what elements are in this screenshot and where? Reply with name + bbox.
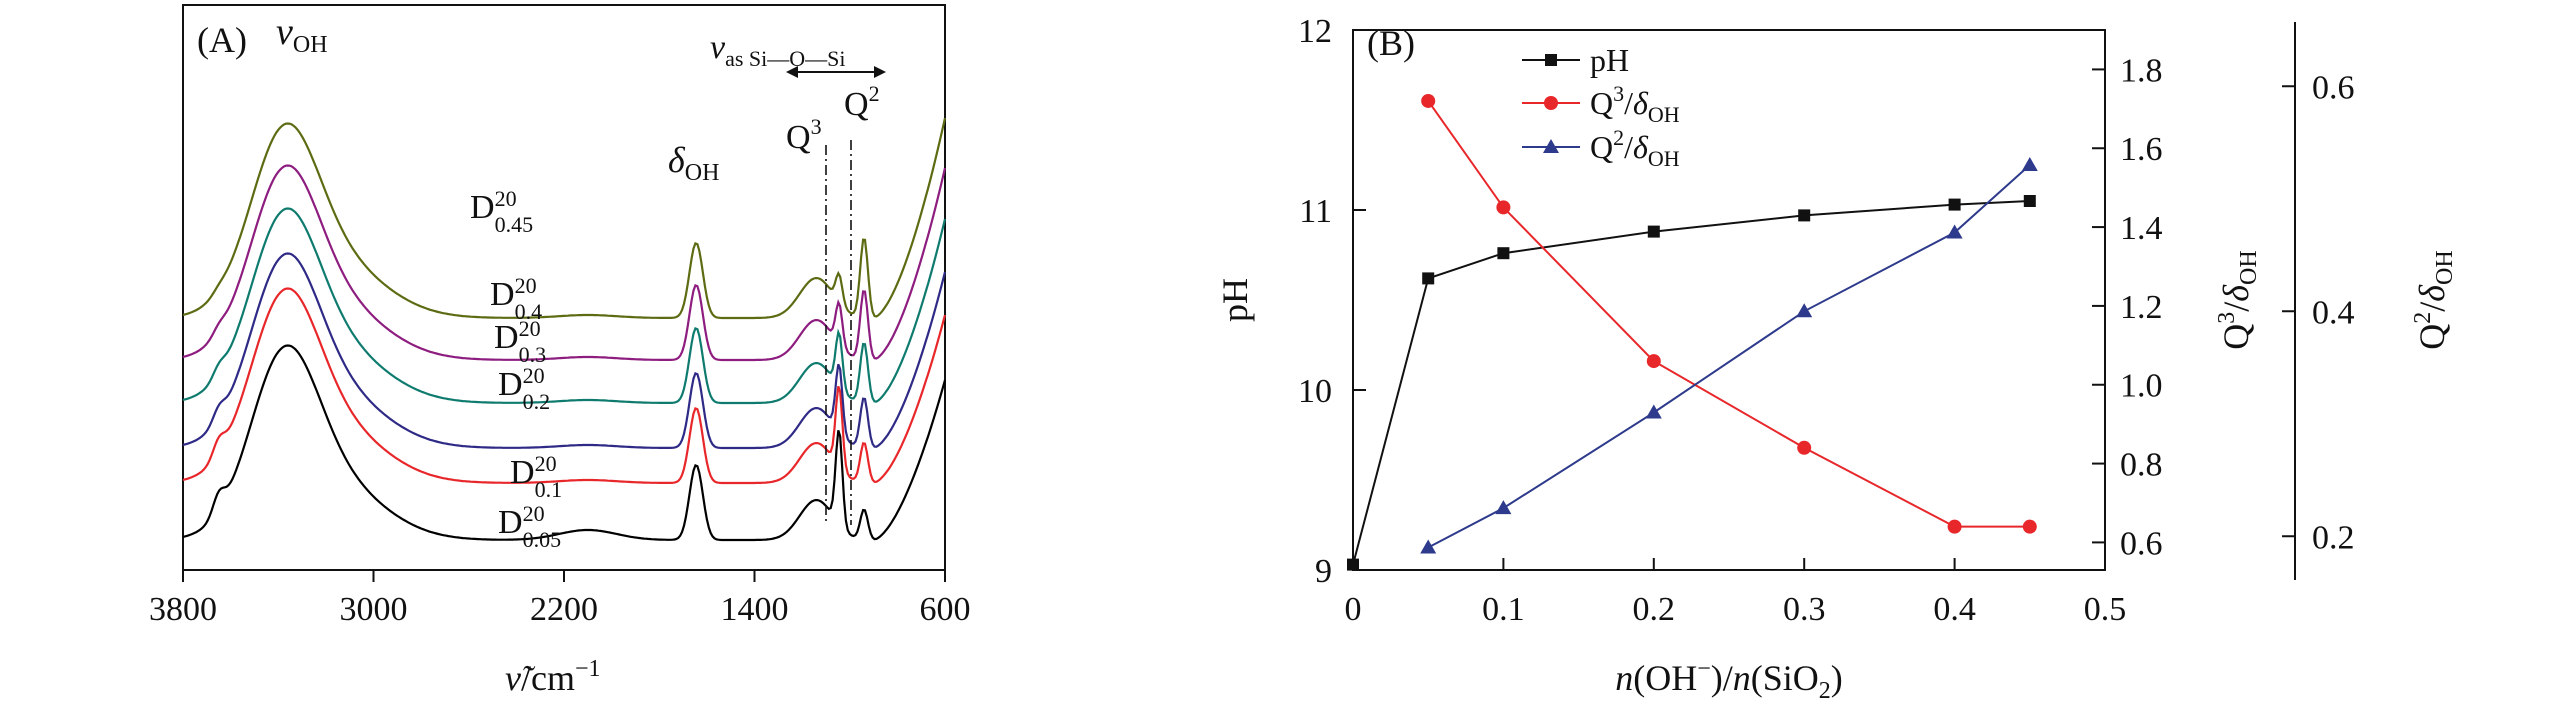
panel-a-label: (A) <box>197 20 247 60</box>
b-marker-triangle <box>2021 157 2038 171</box>
b-marker-triangle <box>1495 500 1512 515</box>
b-right1-tick-label: 1.8 <box>2120 52 2163 89</box>
b-right1-tick-label: 0.8 <box>2120 447 2163 484</box>
panel-b-right-y2-axis: 0.2 0.4 0.6 <box>2282 22 2355 580</box>
b-left-tick-label: 10 <box>1298 373 1332 410</box>
q2-annotation: Q2 <box>844 81 880 123</box>
vas-si-o-si-annotation: vas Si—O—Si <box>710 29 846 71</box>
panel-b-right1-axis-title: Q3/δOH <box>2214 250 2262 349</box>
a-x-tick-label: 1400 <box>721 591 789 628</box>
a-spectrum-line <box>182 117 947 320</box>
b-marker-circle <box>1496 200 1511 215</box>
b-marker-circle <box>1947 519 1962 534</box>
b-marker-triangle <box>1796 303 1813 318</box>
b-marker-circle <box>1797 440 1812 455</box>
b-marker-triangle <box>1645 404 1662 419</box>
b-marker-circle <box>1544 96 1558 110</box>
b-marker-triangle <box>1946 224 1963 239</box>
b-x-tick-label: 0.2 <box>1633 591 1676 628</box>
vas-arrow-left-head <box>786 66 798 78</box>
b-left-tick-label: 12 <box>1298 13 1332 50</box>
a-spectrum-line <box>182 207 947 405</box>
b-marker-square <box>1497 247 1510 260</box>
a-x-tick-label: 3000 <box>340 591 408 628</box>
b-marker-circle <box>2022 519 2037 534</box>
panel-b-left-axis-title: pH <box>1215 278 1255 322</box>
b-marker-square <box>1948 198 1961 211</box>
b-series-line <box>1427 164 2031 549</box>
panel-b-frame <box>1352 29 2106 571</box>
b-right2-tick-label: 0.4 <box>2312 294 2355 331</box>
panel-b-series <box>1347 93 2038 571</box>
delta-oh-annotation: δOH <box>668 140 719 186</box>
a-series-label: D20 0.3 <box>494 316 546 367</box>
b-x-tick-label: 0.5 <box>2084 591 2127 628</box>
panel-b-x-axis-title: n(OH−)/n(SiO2) <box>1615 656 1843 704</box>
a-spectrum-line <box>182 287 947 485</box>
b-marker-square <box>2023 195 2036 207</box>
panel-b-right-y1-ticks: 0.6 0.8 1.0 1.2 1.4 1.6 1.8 <box>2092 52 2163 562</box>
v-oh-annotation: vOH <box>276 11 328 58</box>
b-legend-label: Q2/δOH <box>1590 125 1680 171</box>
a-x-tick-label: 3800 <box>149 591 217 628</box>
b-right2-tick-label: 0.6 <box>2312 69 2355 106</box>
q3-annotation: Q3 <box>786 114 822 156</box>
panel-b-left-y-ticks: 9 10 11 12 <box>1298 13 1366 590</box>
panel-b: 9 10 11 12 0.6 0.8 1.0 1.2 1.4 1.6 1.8 0.2 0.4 0.6 … <box>1215 13 2458 704</box>
b-left-tick-label: 9 <box>1315 553 1332 590</box>
b-series-line <box>1427 100 2030 528</box>
b-marker-triangle <box>1420 539 1437 554</box>
a-spectrum-line <box>182 344 947 542</box>
panel-b-right2-axis-title: Q2/δOH <box>2410 250 2458 349</box>
b-right1-tick-label: 1.2 <box>2120 289 2163 326</box>
a-series-label: D20 0.1 <box>510 451 562 502</box>
panel-a-spectra <box>182 117 947 542</box>
panel-a-frame <box>182 4 946 571</box>
b-right1-tick-label: 1.0 <box>2120 368 2163 405</box>
a-spectrum-line <box>182 164 947 362</box>
b-x-tick-label: 0.3 <box>1783 591 1826 628</box>
panel-b-x-ticks: 0 0.1 0.2 0.3 0.4 0.5 <box>1345 558 2127 628</box>
a-x-tick-label: 2200 <box>530 591 598 628</box>
b-right1-tick-label: 1.4 <box>2120 210 2163 247</box>
panel-b-label: (B) <box>1367 23 1415 63</box>
a-x-tick-label: 600 <box>920 591 971 628</box>
b-marker-triangle <box>1543 139 1559 153</box>
b-marker-circle <box>1421 93 1436 108</box>
b-marker-square <box>1798 209 1811 222</box>
b-left-tick-label: 11 <box>1299 193 1332 230</box>
a-spectrum-line <box>182 252 947 450</box>
a-series-label: D20 0.05 <box>498 501 561 552</box>
b-legend-label: pH <box>1590 42 1629 78</box>
b-right1-tick-label: 0.6 <box>2120 525 2163 562</box>
b-marker-square <box>1545 54 1557 66</box>
b-marker-square <box>1347 558 1359 571</box>
panel-a-x-ticks: 3800 3000 2200 1400 600 <box>149 570 971 628</box>
vas-arrow-right-head <box>874 66 886 78</box>
b-marker-circle <box>1646 354 1661 369</box>
b-marker-square <box>1647 225 1660 238</box>
b-right2-tick-label: 0.2 <box>2312 519 2355 556</box>
a-series-label: D20 0.2 <box>498 363 550 414</box>
b-marker-square <box>1422 272 1435 285</box>
b-x-tick-label: 0.4 <box>1933 591 1976 628</box>
b-right1-tick-label: 1.6 <box>2120 131 2163 168</box>
b-legend-label: Q3/δOH <box>1590 81 1680 127</box>
b-x-tick-label: 0 <box>1345 591 1362 628</box>
a-series-label: D20 0.45 <box>470 186 533 237</box>
panel-a-x-axis-title: ν̃/cm−1 <box>505 656 601 698</box>
b-x-tick-label: 0.1 <box>1482 591 1525 628</box>
a-series-label: D20 0.4 <box>490 273 542 324</box>
